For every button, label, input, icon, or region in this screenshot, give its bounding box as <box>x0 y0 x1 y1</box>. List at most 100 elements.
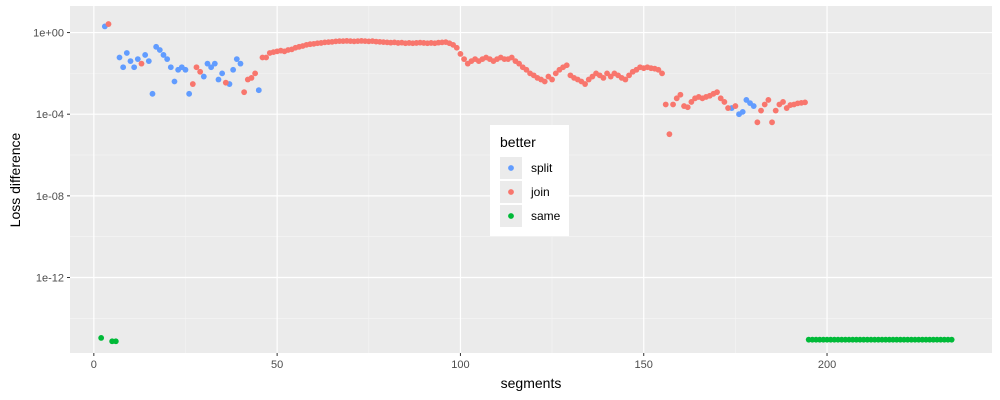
data-point-join <box>780 99 786 105</box>
data-point-split <box>131 64 138 71</box>
data-point-join <box>688 99 695 105</box>
data-point-join <box>453 44 460 51</box>
data-point-split <box>750 103 757 109</box>
data-point-join <box>552 70 559 77</box>
x-tick-label: 200 <box>818 359 836 371</box>
y-axis: 1e+00 1e-04 1e-08 1e-12 <box>33 28 70 284</box>
legend-swatch-same <box>508 213 514 219</box>
data-point-join <box>461 56 467 63</box>
data-point-split <box>204 60 211 67</box>
y-axis-title: Loss difference <box>7 132 23 227</box>
data-points <box>98 21 955 345</box>
data-point-join <box>754 119 761 126</box>
legend-title: better <box>500 134 536 150</box>
data-point-split <box>182 66 189 73</box>
data-point-join <box>721 99 728 105</box>
data-point-same <box>948 336 955 343</box>
data-point-split <box>127 58 134 64</box>
data-point-join <box>666 131 673 138</box>
data-point-join <box>600 75 607 81</box>
data-point-join <box>772 107 779 114</box>
data-point-split <box>237 60 244 67</box>
data-point-split <box>164 56 171 63</box>
data-point-join <box>222 79 229 86</box>
legend-label-split: split <box>531 161 553 175</box>
data-point-join <box>516 60 522 67</box>
data-point-join <box>508 54 515 61</box>
data-point-same <box>112 338 119 345</box>
data-point-split <box>120 64 127 71</box>
data-point-split <box>142 52 149 58</box>
data-point-split <box>211 60 218 67</box>
data-point-join <box>189 81 196 87</box>
major-gridlines <box>70 6 992 353</box>
data-point-split <box>167 64 174 71</box>
legend-swatch-split <box>508 165 514 171</box>
data-point-split <box>739 108 746 115</box>
data-point-split <box>156 47 163 53</box>
data-point-join <box>670 101 676 108</box>
data-point-join <box>673 95 680 102</box>
data-point-join <box>241 89 248 96</box>
data-point-split <box>134 56 141 63</box>
data-point-join <box>677 91 684 98</box>
data-point-split <box>215 76 222 83</box>
legend-label-same: same <box>531 209 561 223</box>
data-point-join <box>263 54 270 61</box>
data-point-join <box>725 105 731 111</box>
x-axis-title: segments <box>501 375 562 391</box>
legend: better split join same <box>490 125 569 236</box>
data-point-join <box>457 51 464 57</box>
data-point-join <box>761 101 768 108</box>
data-point-join <box>802 99 808 106</box>
data-point-split <box>186 90 193 97</box>
data-point-join <box>758 107 764 114</box>
data-point-split <box>208 64 215 71</box>
x-tick-label: 100 <box>451 359 469 371</box>
data-point-join <box>684 104 691 111</box>
data-point-join <box>541 78 548 85</box>
data-point-join <box>563 62 570 69</box>
data-point-split <box>160 52 167 58</box>
data-point-split <box>116 54 123 61</box>
legend-swatch-join <box>508 189 514 195</box>
data-point-split <box>123 50 130 56</box>
data-point-join <box>622 76 629 83</box>
data-point-join <box>714 89 720 96</box>
data-point-join <box>659 70 665 77</box>
data-point-join <box>193 64 200 71</box>
y-tick-label: 1e-04 <box>36 109 64 121</box>
data-point-split <box>171 78 178 85</box>
data-point-join <box>717 95 724 102</box>
data-point-split <box>149 90 156 97</box>
x-tick-label: 0 <box>91 359 97 371</box>
data-point-split <box>230 66 237 73</box>
data-point-join <box>626 72 632 79</box>
x-tick-label: 150 <box>635 359 653 371</box>
y-tick-label: 1e-08 <box>36 191 64 203</box>
data-point-split <box>145 58 152 64</box>
data-point-join <box>769 119 775 126</box>
data-point-split <box>219 70 226 77</box>
x-axis: 0 50 100 150 200 <box>91 353 836 371</box>
data-point-same <box>98 334 105 341</box>
x-tick-label: 50 <box>271 359 283 371</box>
y-tick-label: 1e-12 <box>36 272 64 284</box>
data-point-split <box>233 56 240 63</box>
data-point-join <box>765 97 772 103</box>
data-point-join <box>138 60 145 67</box>
legend-label-join: join <box>530 185 550 199</box>
data-point-join <box>662 101 669 108</box>
data-point-join <box>523 66 530 73</box>
data-point-split <box>200 73 207 80</box>
data-point-join <box>732 103 739 109</box>
data-point-join <box>549 76 555 83</box>
data-point-join <box>248 75 255 81</box>
data-point-join <box>252 70 259 77</box>
data-point-split <box>255 87 262 94</box>
data-point-join <box>197 68 204 75</box>
data-point-join <box>105 21 112 27</box>
y-tick-label: 1e+00 <box>33 28 64 40</box>
